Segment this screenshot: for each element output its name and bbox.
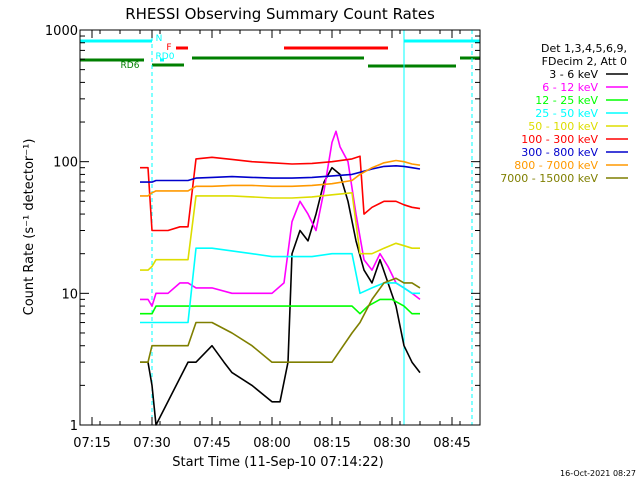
legend-label-300-800-kev: 300 - 800 keV — [521, 146, 598, 159]
legend-label-800-7000-kev: 800 - 7000 keV — [514, 159, 598, 172]
x-tick-label-07-45: 07:45 — [193, 436, 230, 451]
legend-label-100-300-kev: 100 - 300 keV — [521, 133, 598, 146]
legend-label-25-50-kev: 25 - 50 keV — [535, 107, 598, 120]
flag-label-rd0: RD0 — [156, 52, 175, 62]
flag-label-f: F — [166, 43, 171, 53]
x-tick-label-08-45: 08:45 — [433, 436, 470, 451]
legend-label-6-12-kev: 6 - 12 keV — [542, 81, 598, 94]
y-tick-label-100: 100 — [53, 156, 78, 171]
x-tick-label-07-15: 07:15 — [73, 436, 110, 451]
x-tick-label-07-30: 07:30 — [133, 436, 170, 451]
series-line-7000-15000-kev — [140, 277, 421, 364]
y-tick-label-1000: 1000 — [45, 24, 78, 39]
series-line-12-25-kev — [140, 298, 420, 315]
series-line-50-100-kev — [140, 192, 420, 271]
legend-header-line-1: Det 1,3,4,5,6,9, — [541, 42, 627, 55]
series-line-25-50-kev — [140, 247, 420, 324]
flag-label-n: N — [156, 34, 163, 44]
legend-label-7000-15000-kev: 7000 - 15000 keV — [500, 172, 598, 185]
flag-label-rd6: RD6 — [121, 61, 140, 71]
y-tick-label-1: 1 — [70, 419, 78, 434]
series-lines — [140, 130, 421, 426]
series-line-3-6-kev — [140, 166, 421, 426]
chart-title: RHESSI Observing Summary Count Rates — [125, 5, 435, 23]
y-axis-label: Count Rate (s⁻¹ detector⁻¹) — [22, 139, 37, 316]
legend: Det 1,3,4,5,6,9, FDecim 2, Att 0 3 - 6 k… — [500, 42, 628, 185]
legend-label-50-100-kev: 50 - 100 keV — [528, 120, 598, 133]
series-line-6-12-kev — [140, 130, 421, 307]
x-tick-label-08-30: 08:30 — [373, 436, 410, 451]
legend-label-3-6-kev: 3 - 6 keV — [549, 68, 598, 81]
footer-date: 16-Oct-2021 08:27 — [560, 469, 636, 478]
series-line-800-7000-kev — [140, 159, 421, 197]
legend-header-line-2: FDecim 2, Att 0 — [542, 55, 627, 68]
legend-label-12-25-kev: 12 - 25 keV — [535, 94, 598, 107]
x-axis-label: Start Time (11-Sep-10 07:14:22) — [172, 455, 383, 470]
series-line-100-300-kev — [140, 155, 421, 232]
axis-ticks: 07:15 07:30 07:45 08:00 08:15 08:30 08:45 1 10 10… — [45, 24, 481, 451]
x-tick-label-08-15: 08:15 — [313, 436, 350, 451]
x-tick-label-08-00: 08:00 — [253, 436, 290, 451]
y-tick-label-10: 10 — [61, 287, 78, 302]
series-line-300-800-kev — [140, 165, 421, 183]
